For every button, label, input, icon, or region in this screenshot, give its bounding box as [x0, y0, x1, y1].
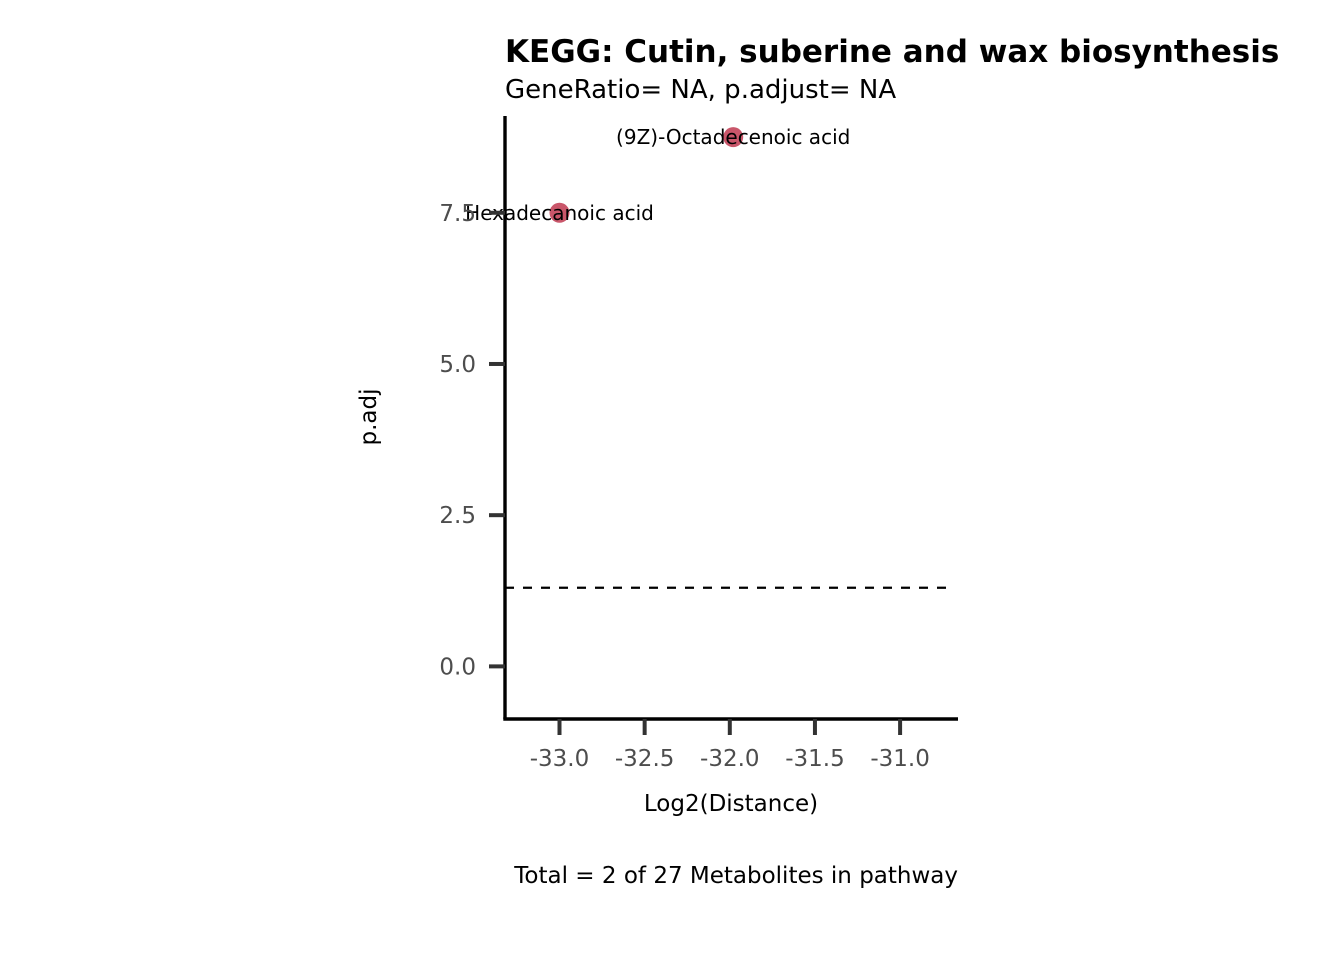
chart-title: KEGG: Cutin, suberine and wax biosynthes… — [505, 34, 1279, 70]
x-ticks-layer: -33.0 -32.5 -32.0 -31.5 -31.0 — [530, 719, 930, 772]
x-tick-label: -31.0 — [870, 746, 930, 772]
chart-caption: Total = 2 of 27 Metabolites in pathway — [513, 863, 958, 889]
data-point — [549, 202, 570, 223]
points-layer — [549, 127, 744, 223]
y-tick-label: 7.5 — [439, 201, 476, 227]
x-tick-label: -32.5 — [615, 746, 675, 772]
x-axis-title: Log2(Distance) — [644, 791, 818, 817]
x-tick-label: -32.0 — [700, 746, 760, 772]
data-point — [723, 127, 744, 148]
y-ticks-layer: 0.0 2.5 5.0 7.5 — [439, 201, 505, 680]
y-tick-label: 5.0 — [439, 352, 476, 378]
y-axis-title: p.adj — [356, 389, 382, 446]
point-label: (9Z)-Octadecenoic acid — [616, 125, 850, 149]
chart-subtitle: GeneRatio= NA, p.adjust= NA — [505, 75, 896, 105]
y-tick-label: 2.5 — [439, 503, 476, 529]
x-tick-label: -33.0 — [530, 746, 590, 772]
x-tick-label: -31.5 — [785, 746, 845, 772]
y-tick-label: 0.0 — [439, 654, 476, 680]
